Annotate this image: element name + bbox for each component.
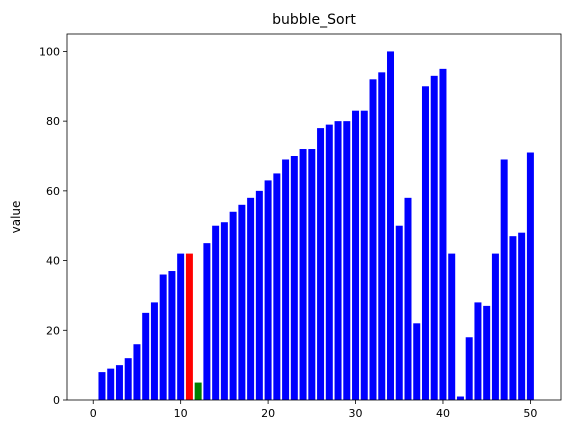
bar-48 (509, 236, 517, 400)
bar-49 (518, 232, 526, 400)
bar-33 (378, 72, 386, 400)
bar-11 (185, 253, 193, 400)
plot-frame (66, 33, 562, 401)
bar-42 (456, 396, 464, 400)
bar-31 (360, 110, 368, 400)
bar-9 (168, 271, 176, 400)
bar-36 (404, 197, 412, 400)
bar-30 (352, 110, 360, 400)
y-tick-label: 20 (46, 324, 60, 337)
bar-1 (98, 372, 106, 400)
x-tick-label: 10 (174, 407, 188, 420)
x-tick-label: 30 (349, 407, 363, 420)
y-tick-label: 80 (46, 115, 60, 128)
bar-34 (387, 51, 395, 401)
bar-14 (212, 225, 220, 400)
bar-28 (334, 121, 342, 401)
y-tick-label: 0 (53, 394, 60, 407)
bar-25 (308, 149, 316, 400)
bar-24 (299, 149, 307, 400)
bar-46 (491, 253, 499, 400)
bar-3 (115, 365, 123, 400)
chart-title: bubble_Sort (272, 12, 356, 28)
bar-41 (448, 253, 456, 400)
x-tick-label: 40 (436, 407, 450, 420)
bar-4 (124, 358, 132, 400)
bar-35 (395, 225, 403, 400)
bar-29 (343, 121, 351, 401)
y-tick-label: 40 (46, 255, 60, 268)
bar-39 (430, 75, 438, 400)
bar-26 (317, 128, 325, 400)
bar-10 (177, 253, 185, 400)
bar-47 (500, 159, 508, 400)
y-axis-ticks: 0 20 40 60 80 100 (39, 45, 67, 407)
bar-22 (282, 159, 290, 400)
bar-18 (247, 197, 255, 400)
bar-15 (220, 222, 228, 400)
bar-43 (465, 337, 473, 400)
bar-37 (413, 323, 421, 400)
y-tick-label: 60 (46, 185, 60, 198)
bar-2 (107, 368, 115, 400)
bar-5 (133, 344, 141, 400)
bar-19 (255, 190, 263, 400)
bar-27 (325, 124, 333, 400)
bar-13 (203, 243, 211, 400)
bar-38 (421, 86, 429, 401)
bar-16 (229, 211, 237, 400)
bar-8 (159, 274, 167, 400)
bar-7 (150, 302, 158, 400)
bars-group (98, 51, 534, 401)
bar-20 (264, 180, 272, 400)
y-axis-label: value (9, 201, 23, 234)
bar-12 (194, 382, 202, 400)
bar-17 (238, 204, 246, 400)
bar-44 (474, 302, 482, 400)
y-tick-label: 100 (39, 45, 60, 58)
bar-32 (369, 79, 377, 401)
x-axis-ticks: 0 10 20 30 40 50 (90, 400, 537, 420)
x-tick-label: 50 (523, 407, 537, 420)
bar-45 (483, 305, 491, 400)
bar-21 (273, 173, 281, 400)
x-tick-label: 0 (90, 407, 97, 420)
bar-40 (439, 68, 447, 400)
bar-50 (526, 152, 534, 400)
x-tick-label: 20 (261, 407, 275, 420)
bar-23 (290, 156, 298, 400)
bar-6 (142, 312, 150, 400)
